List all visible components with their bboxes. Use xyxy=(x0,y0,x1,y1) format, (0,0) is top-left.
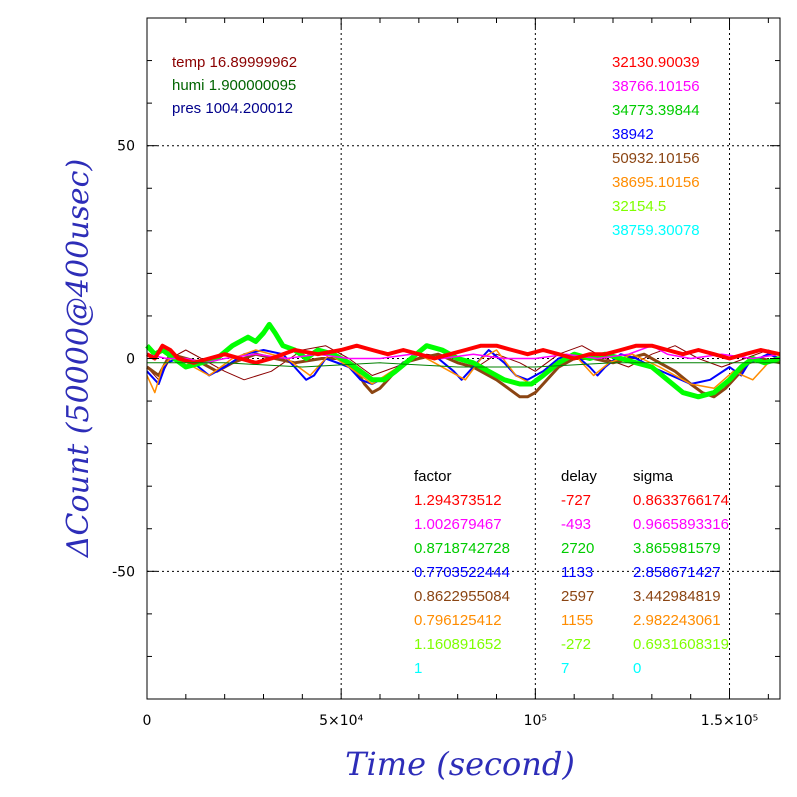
series-line-7 xyxy=(147,362,780,368)
table-cell-delay: -493 xyxy=(561,516,591,533)
table-header-delay: delay xyxy=(561,468,597,485)
series-line-2 xyxy=(146,349,781,385)
table-cell-delay: 7 xyxy=(561,660,569,677)
table-cell-factor: 1.294373512 xyxy=(414,492,502,509)
table-cell-sigma: 0 xyxy=(633,660,641,677)
table-cell-sigma: 3.865981579 xyxy=(633,540,721,557)
series-line-5 xyxy=(146,344,781,364)
table-cell-sigma: 0.6931608319 xyxy=(633,636,729,653)
series-line-4 xyxy=(145,321,781,400)
x-tick-label: 1.5×10⁵ xyxy=(701,713,758,729)
table-header-sigma: sigma xyxy=(633,468,674,485)
table-cell-delay: 1133 xyxy=(561,564,593,581)
table-cell-delay: -727 xyxy=(561,492,591,509)
series-line-6 xyxy=(146,343,781,365)
table-header-factor: factor xyxy=(414,468,452,485)
x-axis-label: Time (second) xyxy=(345,745,575,783)
table-cell-delay: 1155 xyxy=(561,612,593,629)
channel-count-value: 38766.10156 xyxy=(612,78,700,95)
env-value: 1.900000095 xyxy=(209,77,297,94)
y-tick-label: -50 xyxy=(112,564,135,580)
axis-ticks: 0 5×10⁴ 10⁵ 1.5×10⁵ 50 0 -50 xyxy=(112,17,780,729)
table-cell-factor: 1 xyxy=(414,660,422,677)
table-cell-delay: -272 xyxy=(561,636,591,653)
table-cell-delay: 2597 xyxy=(561,588,594,605)
table-cell-factor: 1.160891652 xyxy=(414,636,502,653)
channel-count-value: 32154.5 xyxy=(612,198,666,215)
table-cell-factor: 1.002679467 xyxy=(414,516,502,533)
env-row: temp 16.89999962 xyxy=(172,54,297,71)
channel-count-value: 38695.10156 xyxy=(612,174,700,191)
env-value: 16.89999962 xyxy=(210,54,298,71)
table-cell-delay: 2720 xyxy=(561,540,594,557)
table-cell-sigma: 2.982243061 xyxy=(633,612,721,629)
x-tick-label: 5×10⁴ xyxy=(319,713,363,729)
y-axis-label: ΔCount (50000@400usec) xyxy=(61,159,96,558)
series-layer xyxy=(145,321,781,400)
y-tick-label: 50 xyxy=(117,139,135,155)
channel-count-value: 38759.30078 xyxy=(612,222,700,239)
env-value: 1004.200012 xyxy=(205,100,293,117)
x-tick-label: 0 xyxy=(143,713,152,729)
channel-count-value: 34773.39844 xyxy=(612,102,700,119)
channel-count-value: 38942 xyxy=(612,126,654,143)
channel-count-value: 50932.10156 xyxy=(612,150,700,167)
table-cell-sigma: 3.442984819 xyxy=(633,588,721,605)
table-cell-factor: 0.8718742728 xyxy=(414,540,510,557)
y-tick-label: 0 xyxy=(126,352,135,368)
env-label: temp xyxy=(172,54,205,71)
env-row: pres 1004.200012 xyxy=(172,100,293,117)
env-label: humi xyxy=(172,77,205,94)
table-cell-factor: 0.7703522444 xyxy=(414,564,510,581)
x-tick-label: 10⁵ xyxy=(524,713,547,729)
series-line-1 xyxy=(146,352,781,399)
table-cell-sigma: 2.858671427 xyxy=(633,564,721,581)
table-cell-factor: 0.796125412 xyxy=(414,612,502,629)
table-cell-sigma: 0.9665893316 xyxy=(633,516,729,533)
channel-count-value: 32130.90039 xyxy=(612,54,700,71)
env-row: humi 1.900000095 xyxy=(172,77,296,94)
table-cell-factor: 0.8622955084 xyxy=(414,588,510,605)
env-label: pres xyxy=(172,100,201,117)
table-cell-sigma: 0.8633766174 xyxy=(633,492,729,509)
series-line-3 xyxy=(146,349,781,394)
